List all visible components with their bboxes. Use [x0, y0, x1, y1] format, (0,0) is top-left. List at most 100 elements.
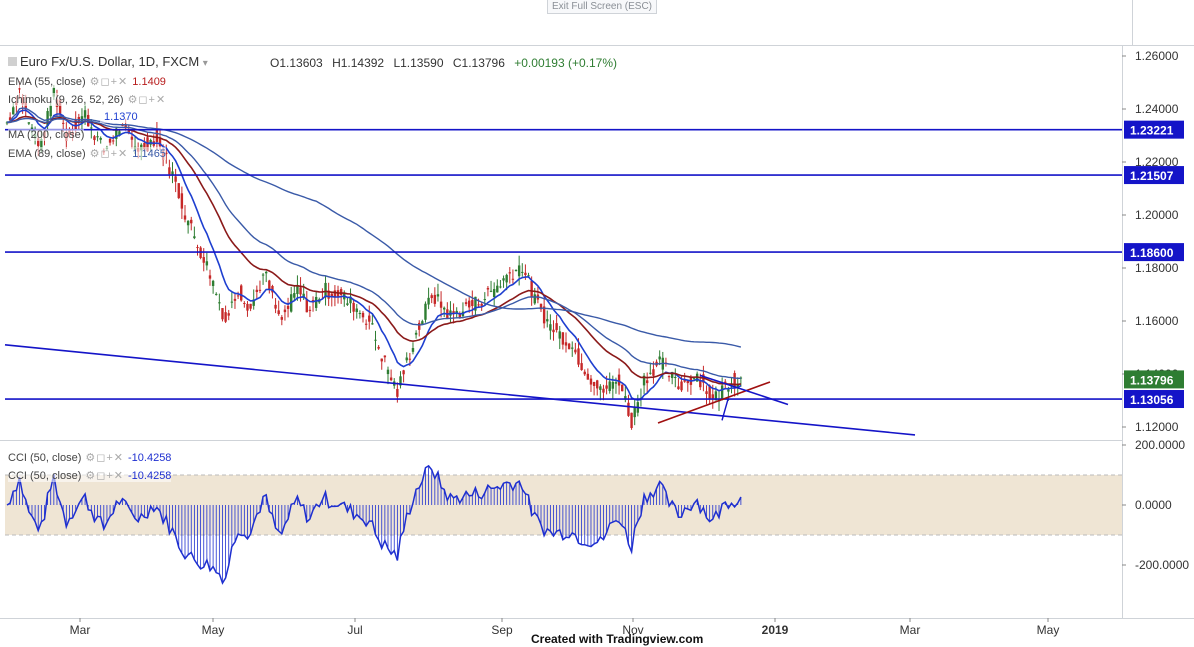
candle-body — [502, 278, 505, 281]
cci-tick-label: -200.0000 — [1135, 558, 1189, 572]
candle-body — [705, 391, 708, 395]
ema89-line — [6, 117, 741, 379]
candle-body — [8, 117, 12, 121]
candle-body — [5, 122, 9, 124]
indicator-settings-icons[interactable]: ⚙◻+✕ — [85, 470, 124, 482]
candle-body — [118, 131, 121, 136]
candle-body — [480, 303, 483, 306]
indicator-ichimoku[interactable]: Ichimoku (9, 26, 52, 26) ⚙◻+✕ — [8, 93, 167, 106]
candle-body — [361, 312, 365, 318]
candle-body — [517, 265, 521, 277]
candle-body — [127, 129, 130, 134]
candle-body — [680, 381, 683, 391]
last-price-tag — [1124, 370, 1184, 389]
candle-body — [402, 370, 405, 375]
pane-divider — [0, 440, 1122, 441]
candle-body — [333, 290, 337, 298]
candle-body — [586, 373, 590, 380]
candle-body — [514, 269, 518, 271]
candle-body — [143, 142, 146, 150]
candle-body — [567, 343, 571, 350]
candle-body — [90, 127, 93, 129]
indicator-ma200[interactable]: MA (200, close) — [8, 129, 85, 141]
candle-body — [645, 380, 649, 384]
indicator-settings-icons[interactable]: ⚙◻+✕ — [85, 452, 124, 464]
candle-body — [414, 332, 418, 335]
price-tick-label: 1.26000 — [1135, 49, 1179, 63]
indicator-ema55[interactable]: EMA (55, close) ⚙◻+✕ 1.1409 — [8, 75, 166, 88]
candle-body — [633, 407, 636, 418]
candle-body — [602, 388, 605, 393]
candle-body — [614, 382, 618, 384]
candle-body — [686, 380, 689, 384]
candle-body — [627, 402, 630, 416]
close-value: C1.13796 — [452, 56, 505, 70]
candle-body — [439, 301, 443, 308]
indicator-settings-icons[interactable]: ⚙◻+✕ — [89, 148, 129, 160]
candle-body — [183, 215, 187, 220]
candle-body — [386, 369, 390, 375]
tenkan-line — [6, 109, 742, 401]
indicator-ema89[interactable]: EMA (89, close) ⚙◻+✕ 1.1465 — [8, 147, 166, 160]
candle-body — [605, 385, 608, 389]
candle-body — [411, 348, 415, 352]
candle-body — [130, 136, 134, 140]
candle-body — [670, 371, 674, 379]
level-price-label: 1.23221 — [1130, 124, 1174, 138]
candle-body — [330, 293, 333, 298]
candle-body — [714, 391, 718, 401]
symbol-title[interactable]: Euro Fx/U.S. Dollar, 1D, FXCM ▾ — [8, 54, 208, 69]
candle-body — [389, 377, 393, 381]
candle-body — [521, 271, 524, 273]
candle-body — [277, 310, 280, 315]
candle-body — [261, 274, 265, 276]
candle-body — [496, 285, 499, 293]
candle-body — [421, 321, 424, 325]
candle-body — [452, 311, 455, 314]
candle-body — [233, 298, 237, 301]
candle-body — [408, 358, 412, 360]
candle-body — [121, 124, 124, 126]
candle-body — [467, 300, 471, 308]
candle-body — [558, 331, 561, 339]
time-axis-border — [0, 618, 1194, 619]
indicator-cci-b[interactable]: CCI (50, close) ⚙◻+✕ -10.4258 — [8, 469, 172, 482]
level-price-label: 1.13056 — [1130, 393, 1174, 407]
candle-body — [264, 271, 268, 274]
indicator-value: 1.1465 — [132, 148, 166, 160]
candle-body — [346, 303, 349, 305]
candle-body — [477, 304, 480, 306]
candle-body — [249, 303, 252, 309]
candle-body — [190, 219, 193, 224]
candle-body — [699, 380, 702, 388]
chevron-down-icon[interactable]: ▾ — [202, 58, 208, 69]
candle-body — [599, 386, 602, 390]
cci-tick-label: 200.0000 — [1135, 438, 1185, 452]
candle-body — [430, 295, 433, 299]
time-tick-label: Sep — [491, 623, 513, 637]
time-tick-label: May — [1037, 623, 1060, 637]
candle-body — [99, 137, 102, 140]
candle-body — [380, 358, 383, 362]
exit-fullscreen-button[interactable]: Exit Full Screen (ESC) — [547, 0, 657, 14]
candle-body — [574, 349, 577, 353]
time-tick-label: May — [202, 623, 225, 637]
candle-body — [115, 128, 118, 139]
price-tick-label: 1.24000 — [1135, 102, 1179, 116]
indicator-settings-icons[interactable]: ⚙◻+✕ — [89, 76, 129, 88]
candle-body — [667, 376, 671, 378]
indicator-settings-icons[interactable]: ⚙◻+✕ — [127, 94, 167, 106]
candle-body — [396, 388, 399, 397]
candle-body — [215, 293, 218, 295]
indicator-value: -10.4258 — [128, 470, 172, 482]
candle-body — [40, 139, 43, 151]
candle-body — [158, 138, 162, 147]
candle-body — [286, 305, 290, 309]
candle-body — [546, 319, 549, 322]
candle-body — [124, 124, 127, 128]
candle-body — [552, 329, 555, 333]
indicator-cci-a[interactable]: CCI (50, close) ⚙◻+✕ -10.4258 — [8, 451, 172, 464]
candle-body — [327, 290, 330, 299]
